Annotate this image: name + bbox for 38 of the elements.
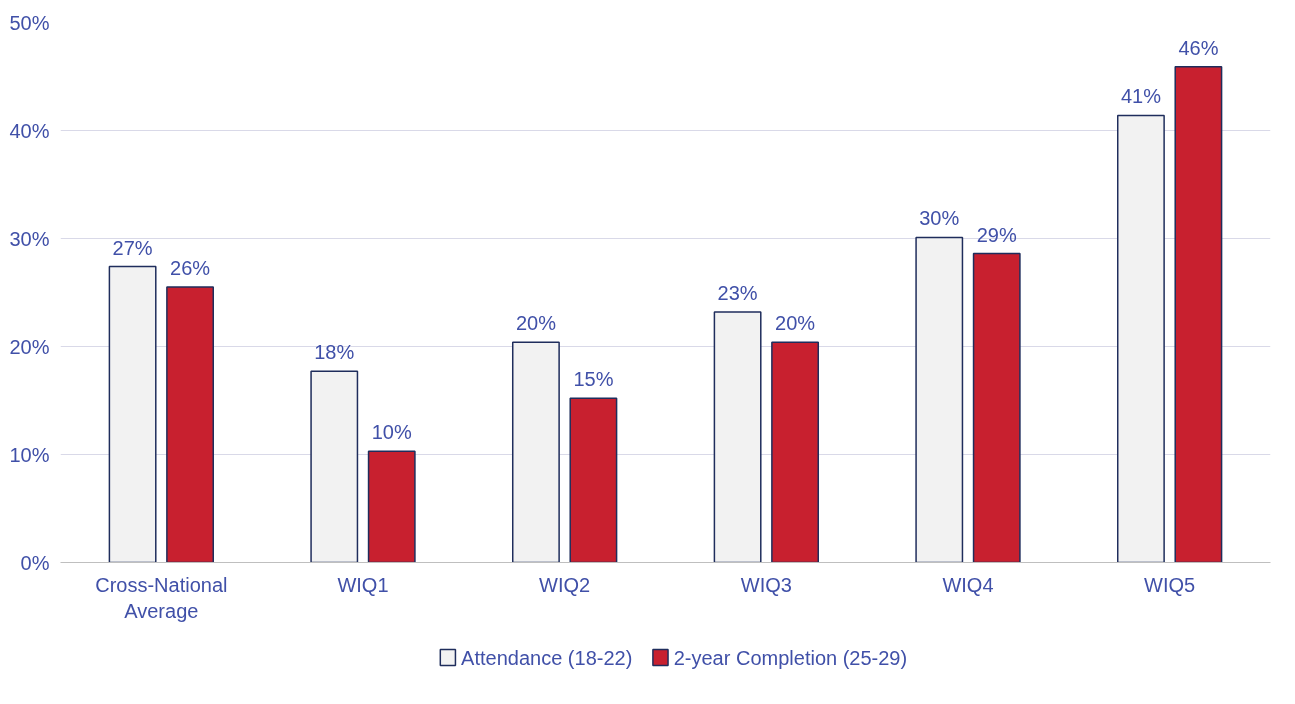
x-tick-label: WIQ4 — [942, 573, 994, 596]
bar — [310, 370, 359, 563]
bar — [1174, 66, 1223, 563]
bar — [166, 286, 215, 563]
legend-label: 2-year Completion (25-29) — [673, 646, 908, 669]
x-tick-label: WIQ5 — [1144, 573, 1196, 596]
y-tick-label: 10% — [9, 443, 50, 466]
bar — [713, 311, 762, 563]
legend-label: Attendance (18-22) — [461, 646, 633, 669]
data-label: 27% — [112, 236, 153, 259]
data-label: 20% — [775, 312, 816, 335]
bar — [771, 341, 820, 563]
bar — [108, 265, 157, 563]
data-label: 26% — [170, 257, 211, 280]
data-label: 10% — [371, 421, 412, 444]
bar — [569, 397, 618, 563]
bar — [511, 341, 560, 563]
y-tick-label: 30% — [9, 227, 50, 250]
x-tick-label: WIQ2 — [539, 573, 591, 596]
data-label: 18% — [314, 341, 355, 364]
data-label: 15% — [573, 368, 614, 391]
y-tick-label: 0% — [20, 551, 50, 574]
bar — [367, 450, 416, 563]
bar — [915, 236, 964, 563]
data-label: 23% — [717, 281, 758, 304]
x-tick-label: WIQ1 — [337, 573, 389, 596]
x-tick-label: WIQ3 — [740, 573, 792, 596]
y-tick-label: 20% — [9, 335, 50, 358]
data-label: 46% — [1178, 36, 1219, 59]
data-label: 41% — [1120, 85, 1162, 108]
bar — [1116, 114, 1165, 563]
x-tick-label: Cross-National Average — [95, 573, 228, 622]
data-label: 29% — [976, 223, 1017, 246]
data-label: 20% — [515, 312, 557, 335]
y-tick-label: 40% — [9, 119, 50, 142]
y-tick-label: 50% — [9, 11, 50, 34]
bar — [972, 252, 1021, 563]
data-label: 30% — [919, 207, 960, 230]
